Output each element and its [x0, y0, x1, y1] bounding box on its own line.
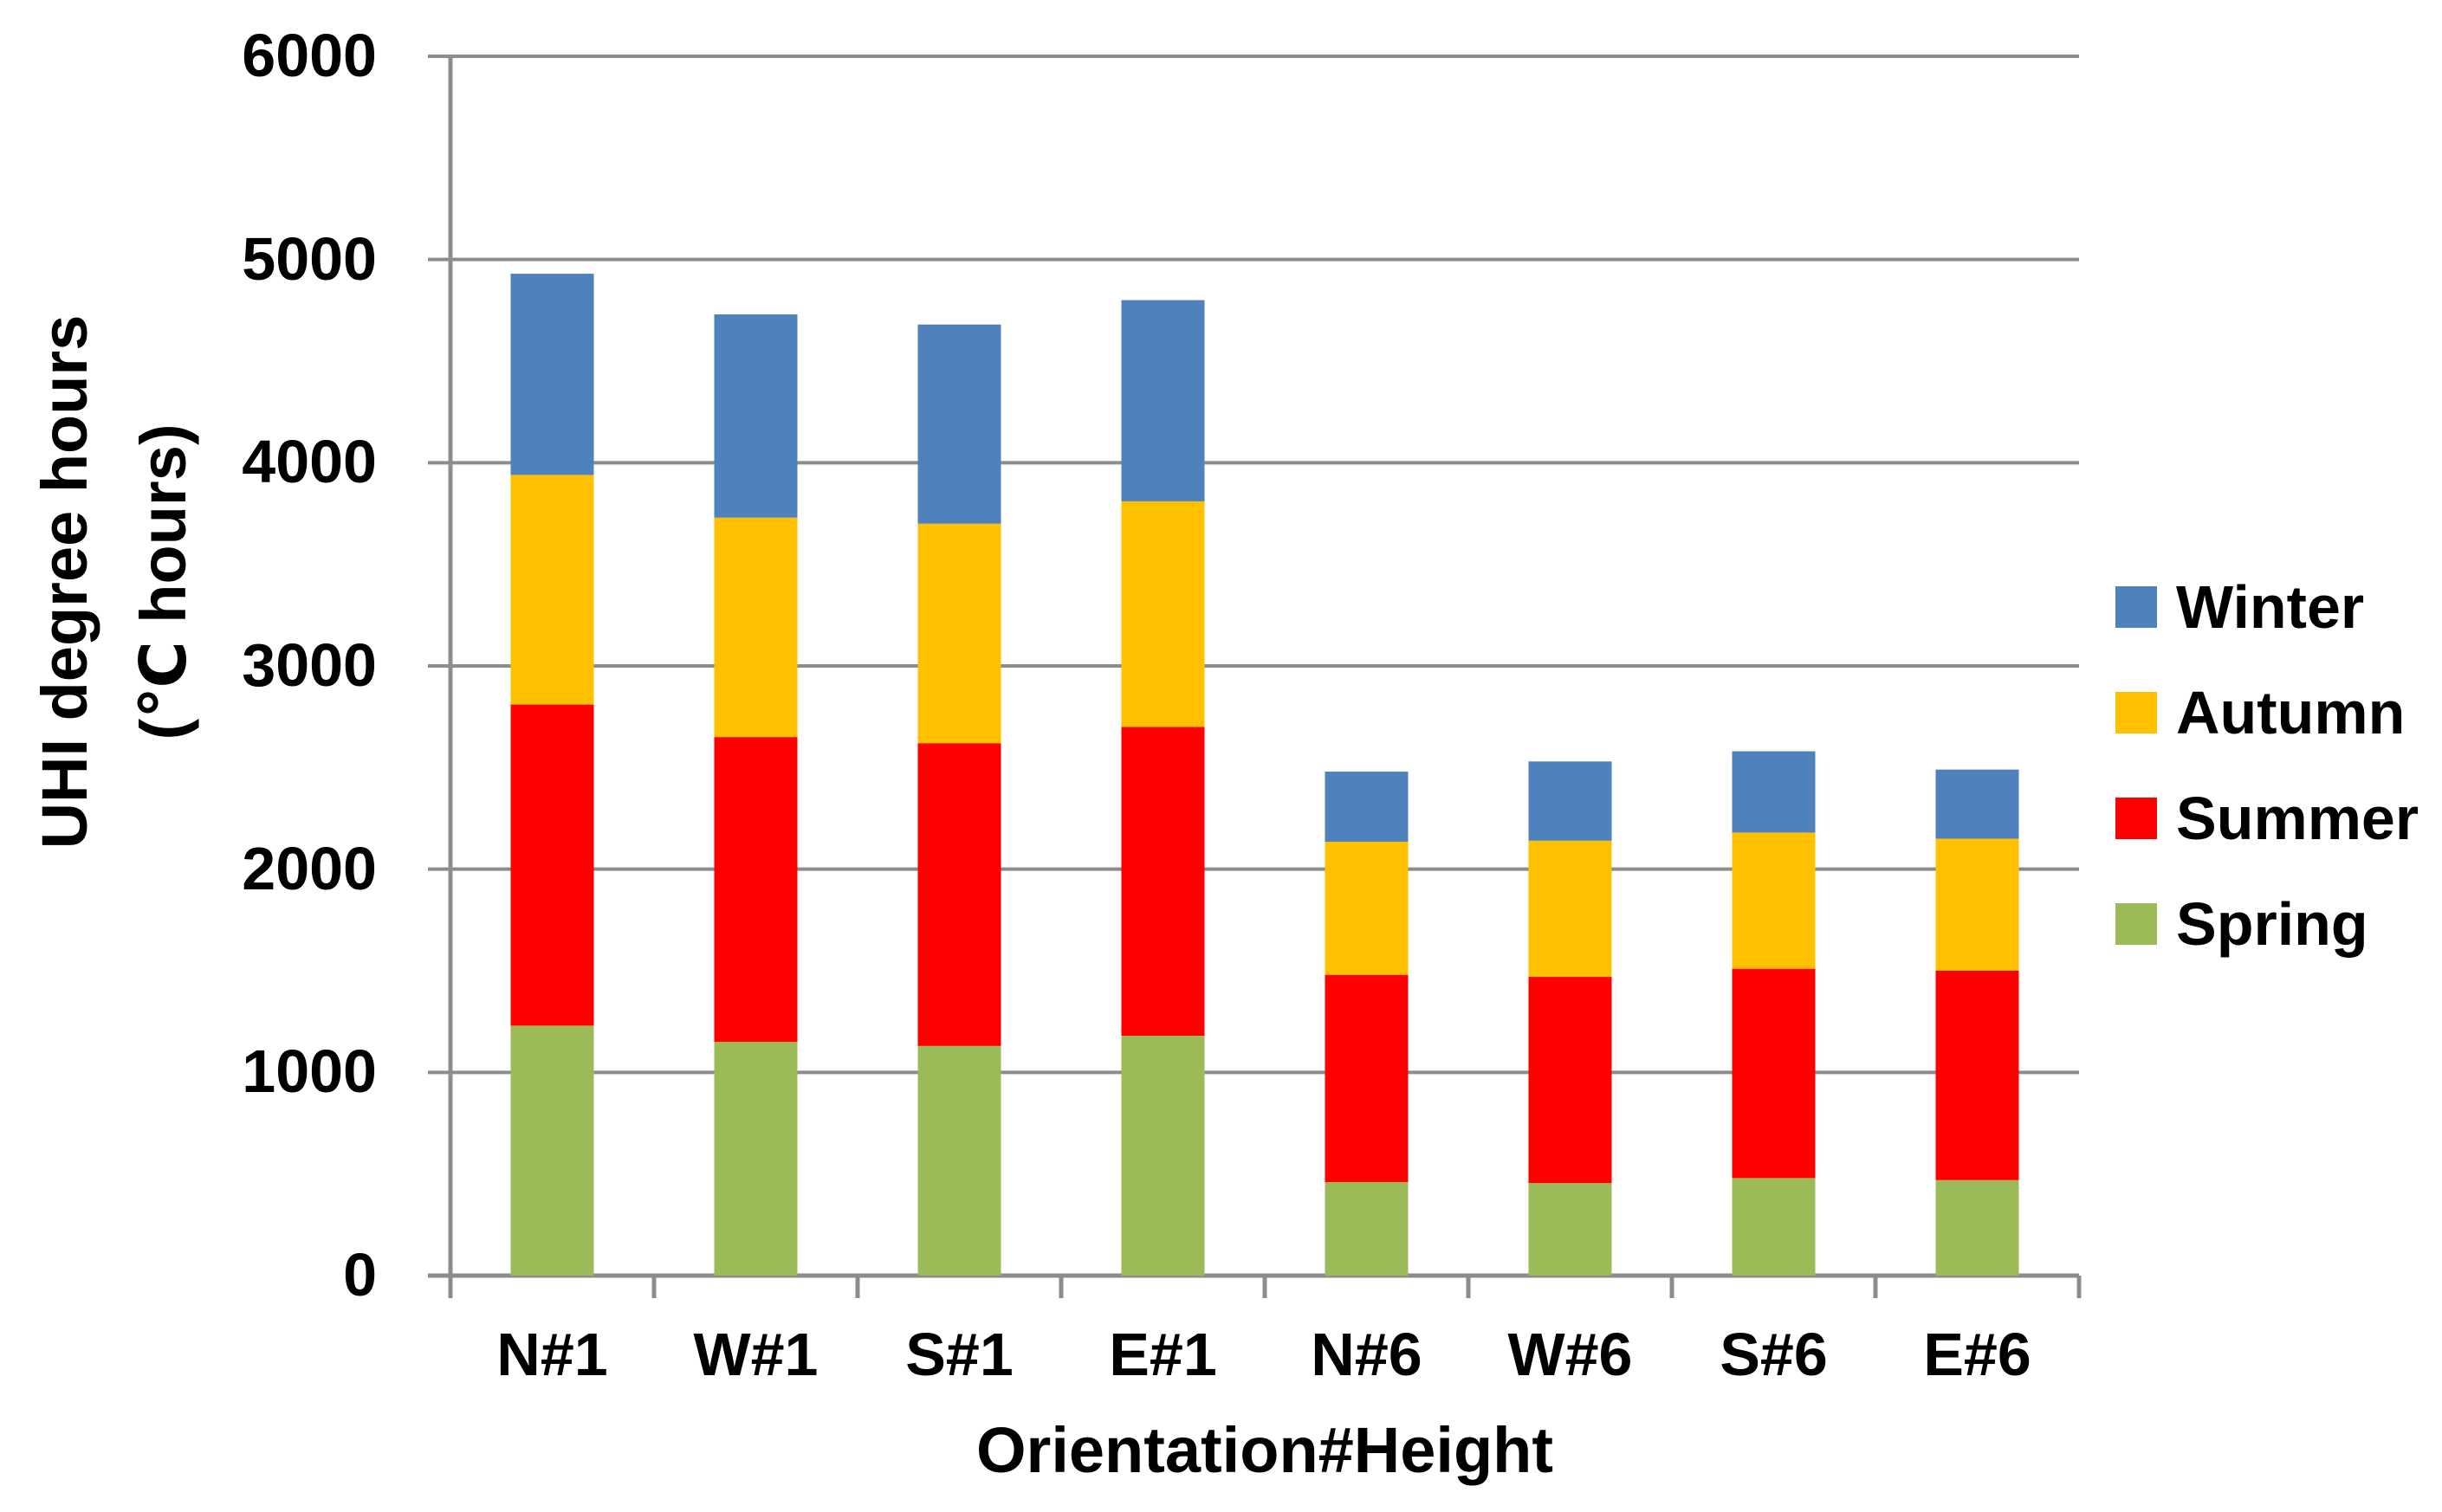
bar-segment-winter-e-1 [1121, 300, 1205, 501]
bar-segment-autumn-n-6 [1325, 841, 1409, 975]
bar-segment-winter-n-6 [1325, 772, 1409, 842]
x-category-label: S#1 [905, 1321, 1014, 1388]
bar-segment-summer-e-6 [1935, 971, 2019, 1180]
bar-segment-spring-e-1 [1121, 1036, 1205, 1276]
bar-segment-winter-s-1 [917, 324, 1001, 524]
bar-segment-summer-s-6 [1732, 968, 1816, 1179]
legend-label-summer: Summer [2176, 785, 2419, 852]
bar-segment-spring-n-1 [510, 1025, 594, 1276]
bar-segment-spring-s-6 [1732, 1178, 1816, 1276]
bar-segment-summer-e-1 [1121, 727, 1205, 1037]
y-tick-label: 0 [343, 1241, 377, 1308]
bar-segment-autumn-w-1 [714, 517, 798, 738]
y-tick-label: 5000 [242, 224, 377, 293]
bar-segment-summer-s-1 [917, 743, 1001, 1046]
x-category-label: N#1 [496, 1321, 608, 1388]
bar-segment-summer-n-6 [1325, 974, 1409, 1183]
x-category-label: N#6 [1311, 1321, 1422, 1388]
bar-segment-winter-w-1 [714, 314, 798, 518]
y-tick-label: 3000 [242, 631, 377, 699]
x-axis-title: Orientation#Height [975, 1414, 1554, 1486]
x-category-label: S#6 [1720, 1321, 1828, 1388]
y-tick-label: 1000 [242, 1037, 377, 1106]
y-tick-label: 4000 [242, 428, 377, 496]
legend-item-summer: Summer [2115, 788, 2419, 849]
bar-segment-autumn-s-6 [1732, 832, 1816, 969]
legend: Winter Autumn Summer Spring [2115, 577, 2419, 954]
bar-segment-autumn-n-1 [510, 475, 594, 705]
bar-segment-winter-w-6 [1528, 761, 1612, 841]
bar-segment-spring-s-1 [917, 1045, 1001, 1276]
legend-swatch-spring [2115, 903, 2157, 945]
bar-segment-spring-w-1 [714, 1042, 798, 1276]
y-tick-label: 2000 [242, 834, 377, 902]
y-axis-title-line1: UHI degree hours [29, 314, 100, 850]
y-tick-label: 6000 [242, 22, 377, 89]
legend-item-winter: Winter [2115, 577, 2419, 637]
x-category-label: E#1 [1109, 1321, 1217, 1388]
bar-segment-autumn-e-1 [1121, 501, 1205, 727]
legend-label-autumn: Autumn [2176, 679, 2406, 746]
bar-segment-autumn-s-1 [917, 523, 1001, 744]
x-category-label: E#6 [1923, 1321, 2031, 1388]
x-category-label: W#6 [1507, 1321, 1633, 1388]
legend-swatch-winter [2115, 586, 2157, 628]
bar-segment-summer-w-6 [1528, 977, 1612, 1184]
bar-segment-spring-n-6 [1325, 1182, 1409, 1276]
y-axis-title: UHI degree hours (℃ hours) [16, 315, 213, 850]
bar-segment-autumn-w-6 [1528, 840, 1612, 978]
x-category-label: W#1 [693, 1321, 819, 1388]
bar-segment-summer-w-1 [714, 737, 798, 1043]
bar-segment-winter-s-6 [1732, 751, 1816, 833]
legend-item-autumn: Autumn [2115, 682, 2419, 743]
bar-segment-summer-n-1 [510, 704, 594, 1026]
legend-label-spring: Spring [2176, 890, 2368, 958]
bar-segment-winter-n-1 [510, 274, 594, 475]
legend-item-spring: Spring [2115, 894, 2419, 954]
bar-segment-winter-e-6 [1935, 769, 2019, 839]
bar-segment-autumn-e-6 [1935, 838, 2019, 971]
legend-label-winter: Winter [2176, 573, 2365, 641]
legend-swatch-summer [2115, 798, 2157, 839]
legend-swatch-autumn [2115, 692, 2157, 733]
bar-segment-spring-w-6 [1528, 1183, 1612, 1276]
bar-segment-spring-e-6 [1935, 1179, 2019, 1276]
